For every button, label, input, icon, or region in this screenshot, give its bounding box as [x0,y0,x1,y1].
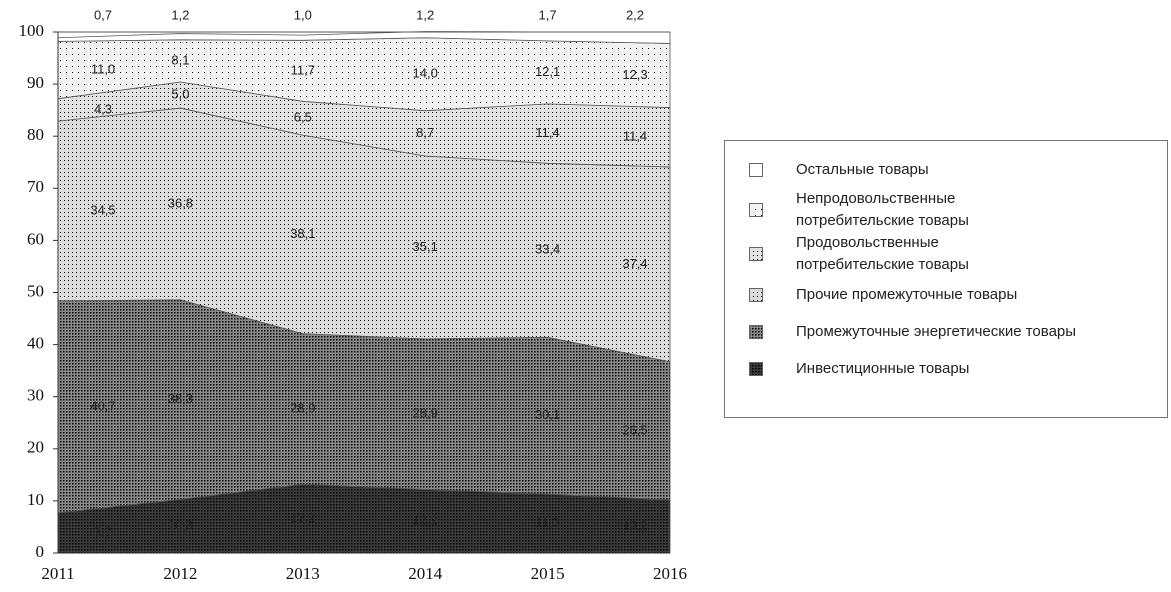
y-tick-label: 50 [27,281,44,300]
y-tick-label: 100 [19,21,45,40]
data-label: 38,1 [290,226,315,241]
data-label: 11,7 [291,62,315,77]
data-label: 1,0 [294,7,312,22]
x-tick-label: 2013 [286,564,320,583]
data-label: 11,0 [91,61,115,76]
area [57,31,671,44]
data-label: 11,4 [623,129,647,144]
data-label: 12,1 [535,64,560,79]
legend: Остальные товары Непродовольственные потр… [724,140,1168,418]
x-tick-label: 2014 [408,564,443,583]
y-tick-label: 10 [27,490,44,509]
chart: 0 10 20 30 40 50 60 70 80 90 100 2011 2012 2013 2014 20… [19,7,688,583]
data-label: 28,9 [413,406,438,421]
data-label: 2,2 [626,7,644,22]
data-label: 1,7 [539,7,557,22]
data-label: 8,7 [416,125,434,140]
y-tick-label: 0 [36,542,45,561]
data-label: 4,3 [94,101,112,116]
legend-label: Промежуточные энергетические товары [796,322,1077,340]
legend-swatch [749,247,763,261]
data-label: 40,7 [90,398,115,413]
data-label: 33,4 [535,242,560,257]
y-tick-label: 20 [27,438,44,457]
legend-label: Непродовольственные потребительские това… [796,190,969,229]
legend-label: Продовольственные потребительские товары [796,234,969,273]
data-label: 6,5 [294,110,312,125]
x-tick-label: 2016 [653,564,687,583]
y-tick-label: 60 [27,229,44,248]
y-tick-label: 30 [27,386,44,405]
x-tick-label: 2012 [163,564,197,583]
legend-label: Остальные товары [796,160,929,178]
y-tick-label: 40 [27,334,44,353]
data-label: 30,1 [535,407,560,422]
data-label: 10,2 [622,518,647,533]
legend-swatch [749,287,763,302]
data-label: 36,8 [168,195,193,210]
legend-label: Инвестиционные товары [796,359,970,377]
data-label: 12,3 [622,67,647,82]
data-label: 7,7 [94,524,112,539]
data-label: 8,1 [171,52,189,67]
data-label: 37,4 [622,256,647,271]
legend-item: Продовольственные потребительские товары [725,232,1167,276]
legend-item: Остальные товары [725,151,1167,188]
data-label: 34,5 [90,202,115,217]
data-label: 13,2 [290,510,315,525]
y-tick-label: 90 [27,73,44,92]
x-tick-label: 2011 [41,564,74,583]
data-label: 26,5 [622,422,647,437]
legend-item: Прочие промежуточные товары [725,276,1167,313]
data-label: 14,0 [413,66,438,81]
data-label: 12,2 [413,513,438,528]
data-label: 0,7 [94,7,112,22]
legend-label: Прочие промежуточные товары [796,285,1018,303]
legend-swatch [749,203,763,217]
legend-item: Непродовольственные потребительские това… [725,188,1167,232]
legend-item: Инвестиционные товары [725,350,1167,387]
data-label: 35,1 [413,239,438,254]
legend-item: Промежуточные энергетические товары [725,313,1167,350]
legend-swatch [749,361,763,376]
data-label: 10,3 [168,518,193,533]
y-tick-label: 80 [27,125,44,144]
data-label: 11,3 [535,515,559,530]
data-label: 5,0 [171,86,189,101]
legend-swatch [749,162,763,177]
legend-swatch [749,324,763,339]
data-label: 38,3 [168,391,193,406]
data-label: 1,2 [171,7,189,22]
x-tick-label: 2015 [531,564,565,583]
data-label: 11,4 [535,125,559,140]
data-label: 1,2 [416,7,434,22]
data-label: 28,9 [290,400,315,415]
y-tick-label: 70 [27,177,44,196]
